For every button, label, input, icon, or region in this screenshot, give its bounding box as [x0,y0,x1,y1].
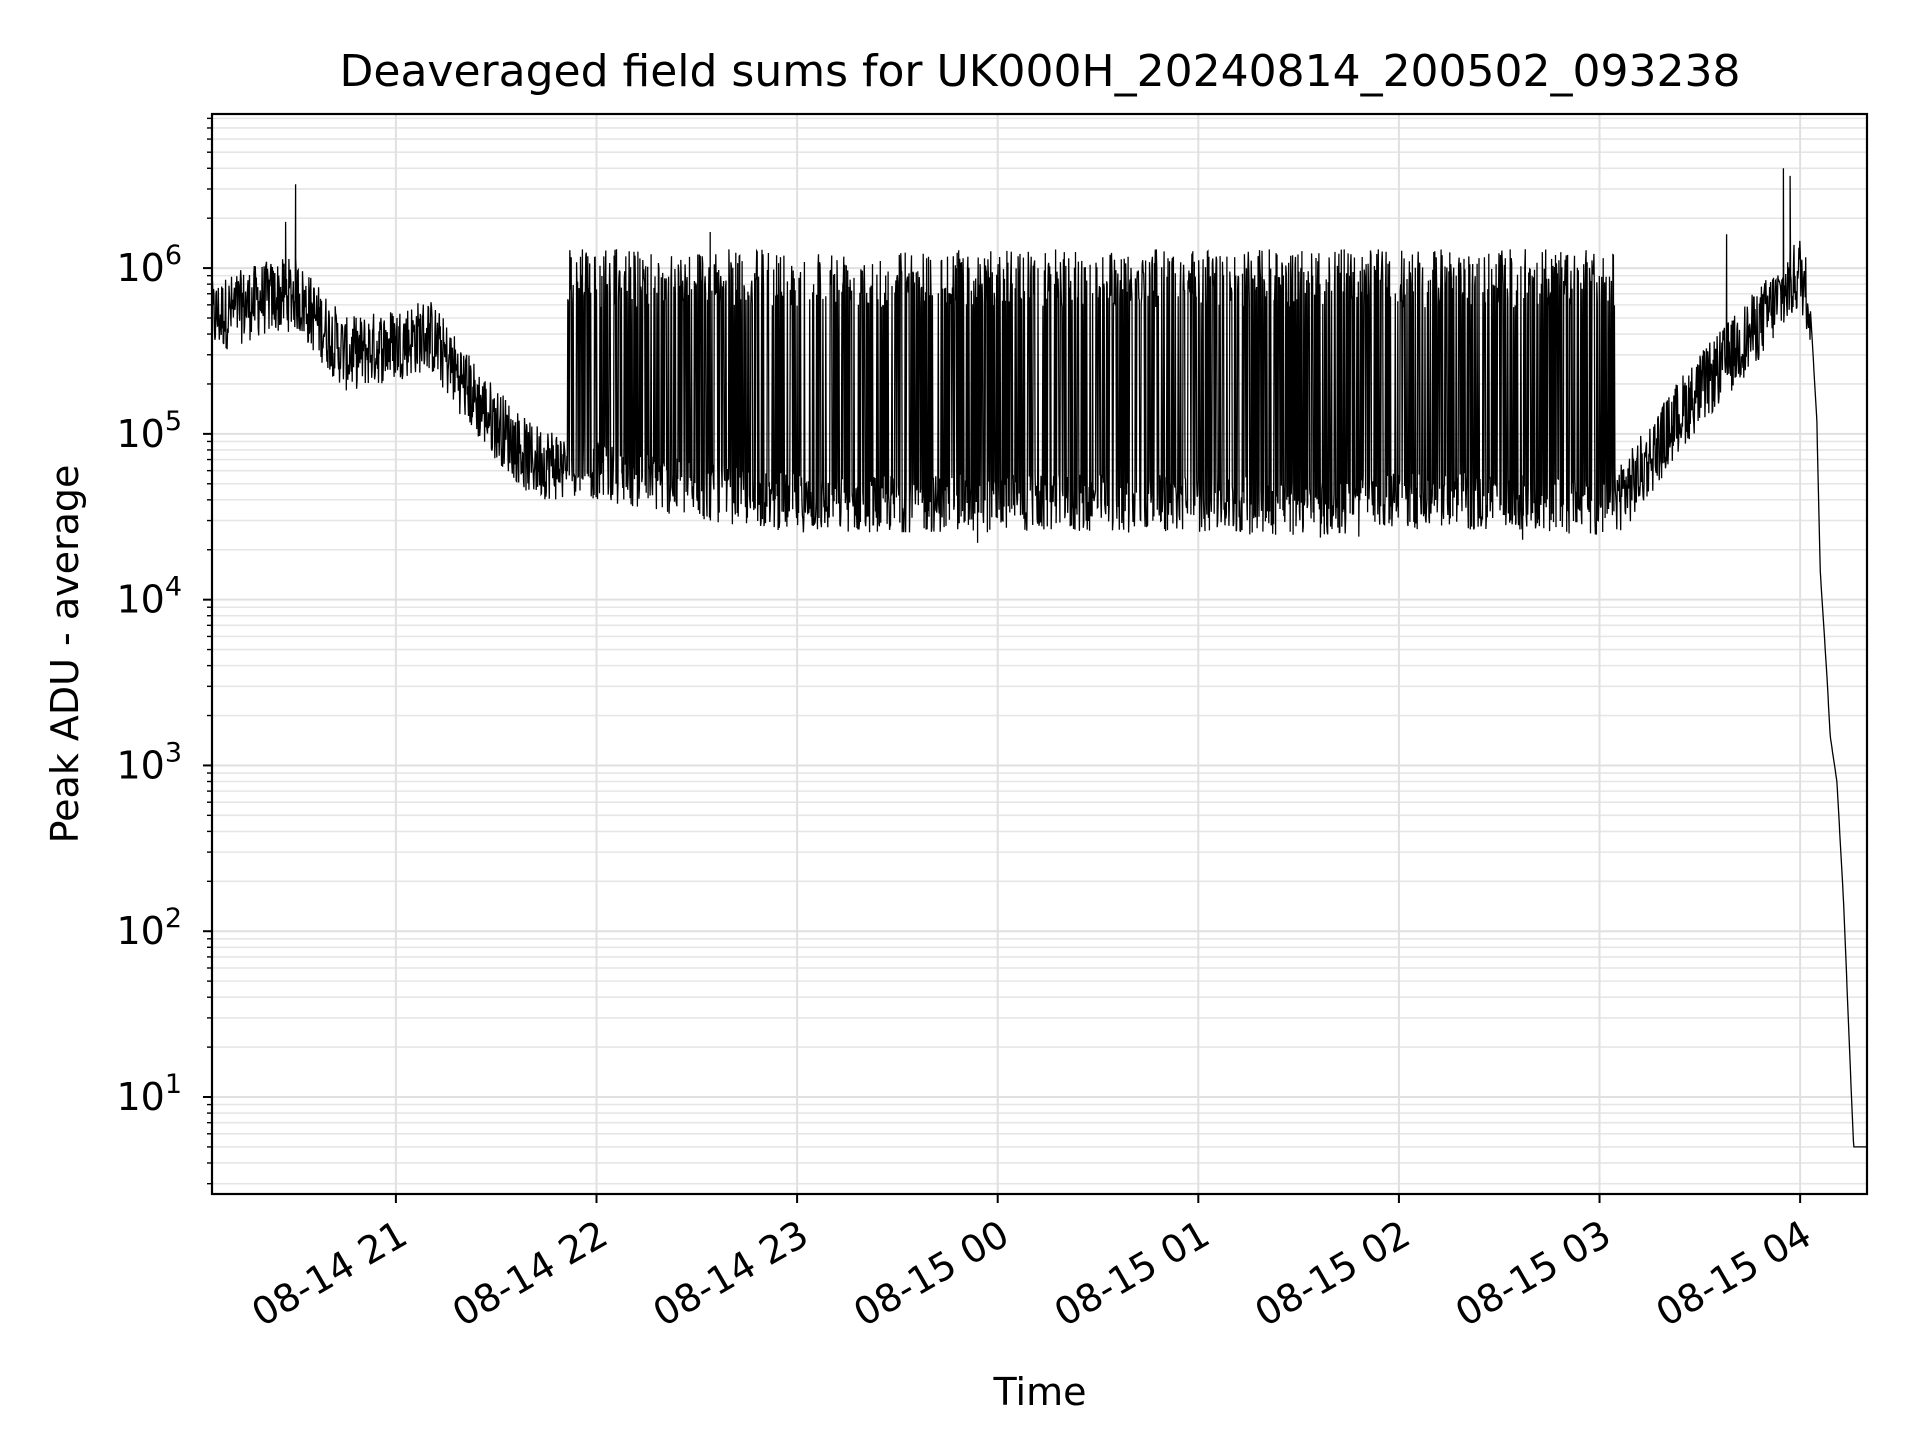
plot-frame [210,112,1869,1196]
y-tick-labels: 101 102 103 104 105 106 [116,240,182,1119]
series-line-layer [211,168,1867,1148]
y-tick-label: 105 [116,406,182,456]
x-axis-label: Time [993,1370,1087,1414]
y-tick-label: 104 [116,572,182,622]
chart-title: Deaveraged field sums for UK000H_2024081… [340,46,1741,97]
y-tick-label: 101 [116,1069,182,1119]
y-tick-label: 103 [116,737,182,787]
y-tick-label: 102 [116,903,182,953]
y-axis-label: Peak ADU - average [43,465,87,844]
series-line [211,168,1867,1148]
y-tick-label: 106 [116,240,182,290]
axis-ticks [203,117,1802,1203]
